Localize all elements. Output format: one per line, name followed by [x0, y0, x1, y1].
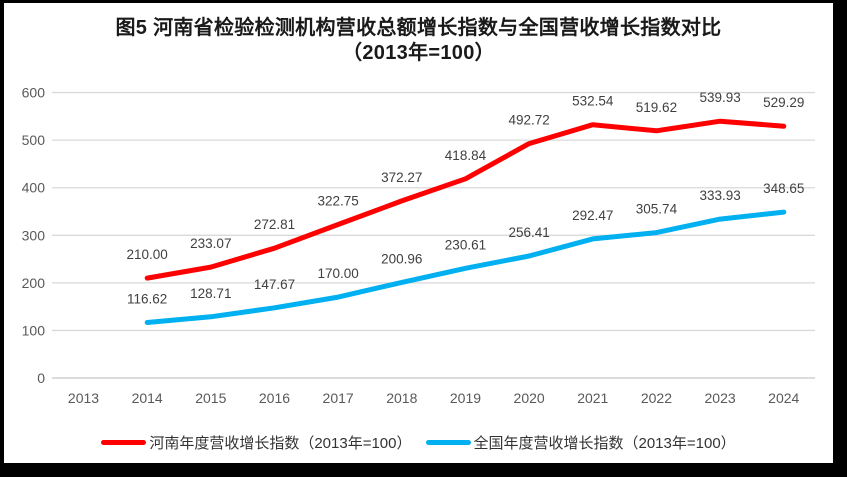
x-tick-label: 2016: [259, 390, 290, 406]
data-label: 529.29: [763, 95, 804, 110]
legend-label: 全国年度营收增长指数（2013年=100）: [473, 435, 736, 452]
y-tick-label: 500: [22, 132, 46, 148]
x-tick-label: 2018: [386, 390, 417, 406]
data-label: 256.41: [508, 225, 549, 240]
data-label: 230.61: [445, 237, 486, 252]
data-label: 539.93: [699, 90, 740, 105]
data-label: 128.71: [190, 286, 231, 301]
y-tick-label: 300: [22, 227, 46, 243]
data-label: 233.07: [190, 236, 231, 251]
x-tick-label: 2020: [514, 390, 545, 406]
data-label: 418.84: [445, 148, 487, 163]
x-tick-label: 2013: [68, 390, 99, 406]
data-label: 210.00: [127, 247, 168, 262]
legend-label: 河南年度营收增长指数（2013年=100）: [149, 435, 412, 452]
data-label: 322.75: [317, 193, 358, 208]
x-tick-label: 2019: [450, 390, 481, 406]
data-label: 272.81: [254, 217, 295, 232]
x-tick-label: 2017: [323, 390, 354, 406]
data-label: 532.54: [572, 94, 614, 109]
x-tick-label: 2022: [641, 390, 672, 406]
y-tick-label: 600: [22, 85, 46, 101]
data-label: 519.62: [636, 100, 677, 115]
legend-line-swatch: [101, 440, 147, 445]
data-label: 292.47: [572, 208, 613, 223]
y-tick-label: 0: [37, 370, 45, 386]
data-label: 170.00: [317, 266, 358, 281]
data-label: 492.72: [508, 113, 549, 128]
data-label: 116.62: [127, 292, 167, 307]
line-chart-plot-area: 0 100 200 300 400 500 600 2013 2014 2015 2016 2017 2…: [22, 85, 815, 406]
x-tick-label: 2015: [195, 390, 226, 406]
data-label: 147.67: [254, 277, 295, 292]
x-tick-label: 2023: [705, 390, 736, 406]
legend-item-national: 全国年度营收增长指数（2013年=100）: [425, 432, 736, 453]
chart-legend: 河南年度营收增长指数（2013年=100） 全国年度营收增长指数（2013年=10…: [4, 432, 833, 453]
y-tick-label: 200: [22, 275, 46, 291]
x-tick-label: 2021: [577, 390, 608, 406]
data-label: 348.65: [763, 181, 804, 196]
x-tick-label: 2024: [768, 390, 799, 406]
chart-title-line2: （2013年=100）: [342, 42, 495, 64]
data-label: 200.96: [381, 251, 422, 266]
series-line-national: [144, 209, 787, 325]
data-label: 305.74: [636, 202, 678, 217]
legend-line-swatch: [425, 440, 471, 445]
y-tick-label: 400: [22, 180, 46, 196]
series-line-henan: [144, 118, 787, 281]
x-tick-label: 2014: [132, 390, 163, 406]
y-tick-label: 100: [22, 322, 46, 338]
legend-item-henan: 河南年度营收增长指数（2013年=100）: [101, 432, 412, 453]
chart-title: 图5 河南省检验检测机构营收总额增长指数与全国营收增长指数对比 （2013年=1…: [4, 16, 833, 66]
chart-title-line1: 图5 河南省检验检测机构营收总额增长指数与全国营收增长指数对比: [115, 17, 722, 39]
data-label: 372.27: [381, 170, 422, 185]
data-label: 333.93: [699, 188, 740, 203]
